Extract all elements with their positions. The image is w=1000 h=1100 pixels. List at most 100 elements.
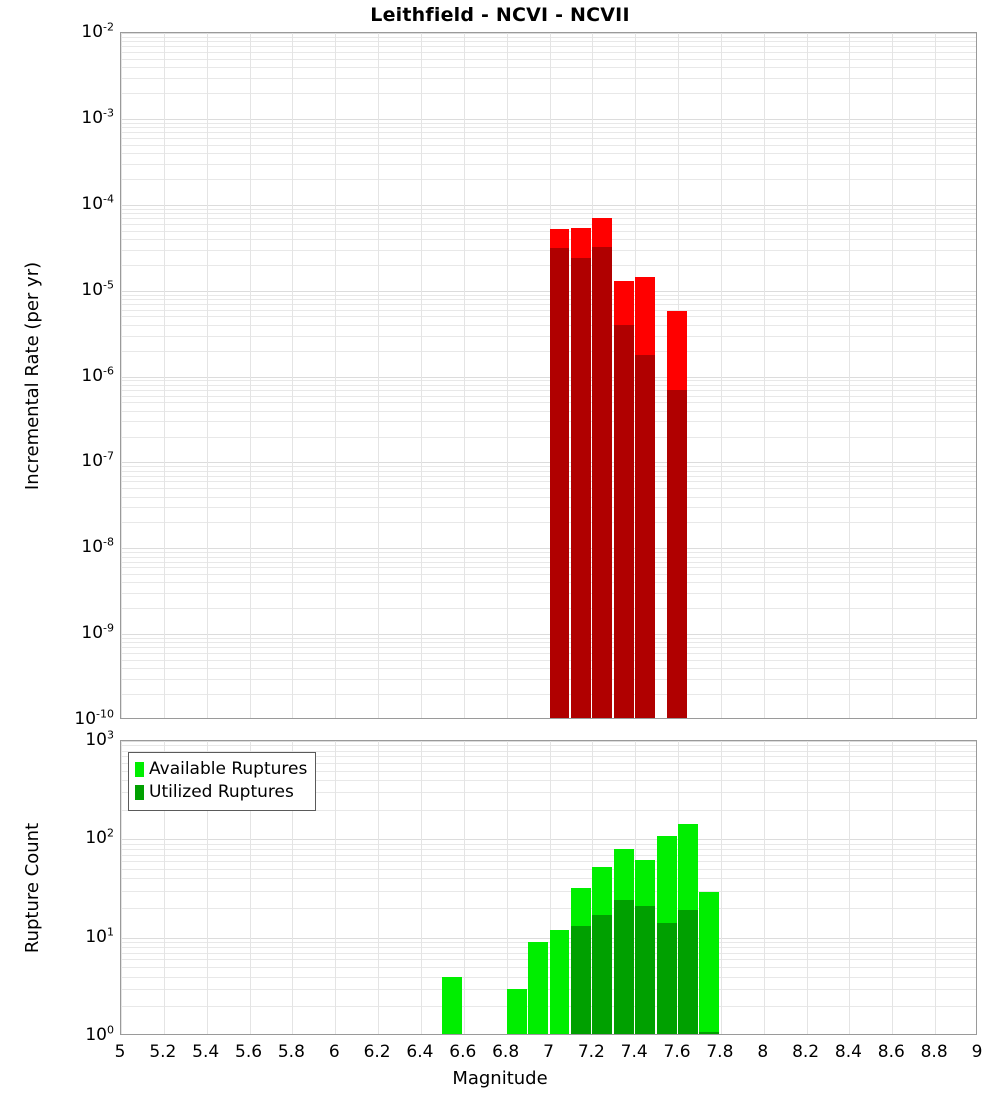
gridline	[507, 33, 508, 718]
bar-available-ruptures	[549, 929, 570, 1034]
legend-item: Available Ruptures	[135, 758, 307, 781]
gridline	[121, 869, 976, 870]
x-axis-tick-label: 7.8	[706, 1042, 734, 1062]
gridline	[121, 209, 976, 210]
x-axis-tick-label: 7.4	[620, 1042, 648, 1062]
gridline	[121, 33, 122, 718]
y-axis-tick-label: 103	[85, 728, 114, 750]
gridline	[121, 304, 976, 305]
bar-utilized-ruptures	[635, 905, 656, 1034]
gridline	[121, 153, 976, 154]
bar-utilized-ruptures	[592, 915, 613, 1034]
gridline	[164, 741, 165, 1034]
gridline	[121, 967, 976, 968]
gridline	[892, 741, 893, 1034]
gridline	[121, 756, 976, 757]
gridline	[121, 947, 976, 948]
gridline	[121, 336, 976, 337]
gridline	[121, 780, 976, 781]
gridline	[121, 127, 976, 128]
gridline	[292, 741, 293, 1034]
y-axis-tick-label: 10-3	[81, 106, 114, 128]
gridline	[507, 741, 508, 1034]
gridline	[121, 390, 976, 391]
gridline	[164, 33, 165, 718]
bar-utilized-ruptures	[570, 926, 591, 1034]
x-axis-tick-label: 7.2	[577, 1042, 605, 1062]
gridline	[121, 396, 976, 397]
gridline	[121, 679, 976, 680]
gridline	[892, 33, 893, 718]
gridline	[121, 437, 976, 438]
gridline	[721, 33, 722, 718]
y-axis-tick-label: 10-2	[81, 20, 114, 42]
gridline	[121, 634, 976, 635]
gridline	[121, 250, 976, 251]
gridline	[121, 466, 976, 467]
x-axis-tick-label: 8.2	[792, 1042, 820, 1062]
gridline	[121, 668, 976, 669]
y-axis-tick-label: 10-10	[74, 707, 114, 729]
x-axis-tick-label: 6	[328, 1042, 340, 1062]
gridline	[121, 557, 976, 558]
gridline	[121, 411, 976, 412]
gridline	[121, 953, 976, 954]
gridline	[121, 582, 976, 583]
gridline	[121, 745, 976, 746]
x-axis-tick-label: 5	[114, 1042, 126, 1062]
gridline	[935, 33, 936, 718]
gridline	[121, 938, 976, 939]
gridline	[464, 33, 465, 718]
gridline	[121, 78, 976, 79]
bar-utilized-ruptures	[613, 900, 634, 1034]
gridline	[764, 33, 765, 718]
gridline	[121, 213, 976, 214]
y-axis-tick-label: 100	[85, 1023, 114, 1045]
gridline	[121, 295, 976, 296]
gridline	[121, 145, 976, 146]
gridline	[121, 653, 976, 654]
gridline	[207, 741, 208, 1034]
gridline	[121, 593, 976, 594]
gridline	[121, 421, 976, 422]
gridline	[121, 132, 976, 133]
bar-nucleation	[592, 247, 613, 718]
x-axis-tick-label: 7	[543, 1042, 554, 1062]
gridline	[121, 771, 976, 772]
gridline	[292, 33, 293, 718]
gridline	[121, 741, 122, 1034]
gridline	[121, 548, 976, 549]
legend-label: Available Ruptures	[149, 759, 308, 779]
y-axis-tick-label: 10-4	[81, 192, 114, 214]
x-axis-tick-label: 6.2	[363, 1042, 391, 1062]
gridline	[121, 67, 976, 68]
bar-nucleation	[667, 389, 688, 718]
gridline	[121, 476, 976, 477]
gridline	[250, 33, 251, 718]
gridline	[121, 839, 976, 840]
gridline	[935, 741, 936, 1034]
gridline	[121, 164, 976, 165]
gridline	[121, 507, 976, 508]
gridline	[121, 59, 976, 60]
gridline	[849, 33, 850, 718]
gridline	[121, 989, 976, 990]
gridline	[121, 810, 976, 811]
gridline	[121, 380, 976, 381]
gridline	[121, 741, 976, 742]
x-axis-tick-label: 5.4	[192, 1042, 220, 1062]
gridline	[121, 642, 976, 643]
y-axis-tick-label: 102	[85, 826, 114, 849]
legend-item: Utilized Ruptures	[135, 781, 307, 804]
bottom-legend: Available Ruptures Utilized Ruptures	[128, 752, 317, 811]
gridline	[121, 844, 976, 845]
gridline	[121, 908, 976, 909]
gridline	[121, 218, 976, 219]
bar-nucleation	[613, 324, 634, 718]
gridline	[121, 855, 976, 856]
bar-available-ruptures	[442, 976, 463, 1034]
gridline	[121, 751, 976, 752]
gridline	[121, 763, 976, 764]
gridline	[121, 316, 976, 317]
gridline	[121, 608, 976, 609]
